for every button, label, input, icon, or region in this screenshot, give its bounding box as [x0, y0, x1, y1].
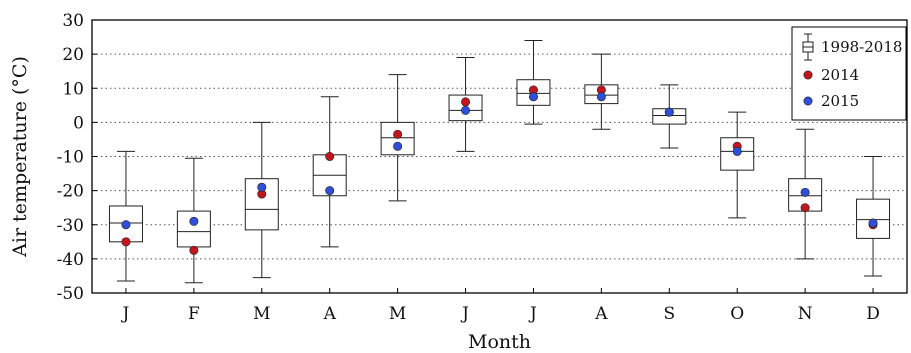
- x-tick-label-6: J: [460, 304, 469, 324]
- point-layer: [121, 85, 878, 255]
- point-2015-2: [189, 216, 199, 226]
- x-tick-label-2: F: [188, 304, 200, 324]
- box-7: [516, 39, 551, 125]
- legend-dot-2015: [803, 96, 813, 106]
- box-1: [108, 150, 143, 282]
- point-2014-2: [189, 245, 199, 255]
- point-2015-11: [800, 187, 810, 197]
- legend-label-2015: 2015: [821, 92, 859, 110]
- legend: 1998-2018 2014 2015: [791, 26, 907, 121]
- legend-label-2014: 2014: [821, 66, 859, 84]
- box-iqr: [176, 210, 211, 248]
- point-2015-12: [868, 218, 878, 228]
- y-tick-label-20: 20: [62, 45, 84, 65]
- point-2014-4: [325, 152, 335, 162]
- y-tick-label--20: -20: [57, 182, 84, 202]
- y-tick-label--10: -10: [57, 148, 84, 168]
- box-iqr: [856, 198, 891, 239]
- y-tick-label-10: 10: [62, 79, 84, 99]
- box-12: [856, 156, 891, 277]
- x-tick-label-4: A: [323, 304, 337, 324]
- legend-label-box: 1998-2018: [821, 38, 902, 56]
- legend-box-icon: [802, 33, 814, 61]
- x-tick-label-1: J: [121, 304, 130, 324]
- point-2014-5: [393, 129, 403, 139]
- y-axis-label: Air temperature (°C): [9, 56, 31, 258]
- x-tick-label-12: D: [866, 304, 880, 324]
- box-4: [312, 96, 347, 248]
- point-2014-11: [800, 203, 810, 213]
- point-2015-8: [596, 92, 606, 102]
- point-2015-5: [393, 141, 403, 151]
- x-tick-label-7: J: [528, 304, 537, 324]
- grid-lines: [92, 53, 907, 260]
- point-2015-6: [461, 105, 471, 115]
- point-2015-10: [732, 146, 742, 156]
- legend-dot-2014: [803, 70, 813, 80]
- point-2014-1: [121, 237, 131, 247]
- box-10: [720, 111, 755, 219]
- point-2014-6: [461, 97, 471, 107]
- x-tick-label-3: M: [253, 304, 270, 324]
- y-tick-label--50: -50: [57, 284, 84, 304]
- x-tick-label-10: O: [730, 304, 744, 324]
- point-2015-3: [257, 182, 267, 192]
- box-layer: [108, 39, 891, 284]
- point-2015-4: [325, 186, 335, 196]
- point-2015-9: [664, 107, 674, 117]
- x-axis-label: Month: [468, 331, 531, 353]
- box-3: [244, 121, 279, 279]
- x-tick-label-8: A: [594, 304, 608, 324]
- x-tick-label-11: N: [798, 304, 813, 324]
- y-tick-label-30: 30: [62, 11, 84, 31]
- y-tick-label--30: -30: [57, 216, 84, 236]
- point-2015-7: [528, 92, 538, 102]
- x-tick-label-5: M: [389, 304, 406, 324]
- x-tick-label-9: S: [663, 304, 675, 324]
- y-tick-label-0: 0: [73, 113, 84, 133]
- y-tick-label--40: -40: [57, 250, 84, 270]
- point-2015-1: [121, 220, 131, 230]
- y-tick-layer: -50 -40 -30 -20 -10 0 10 20 30: [57, 11, 97, 304]
